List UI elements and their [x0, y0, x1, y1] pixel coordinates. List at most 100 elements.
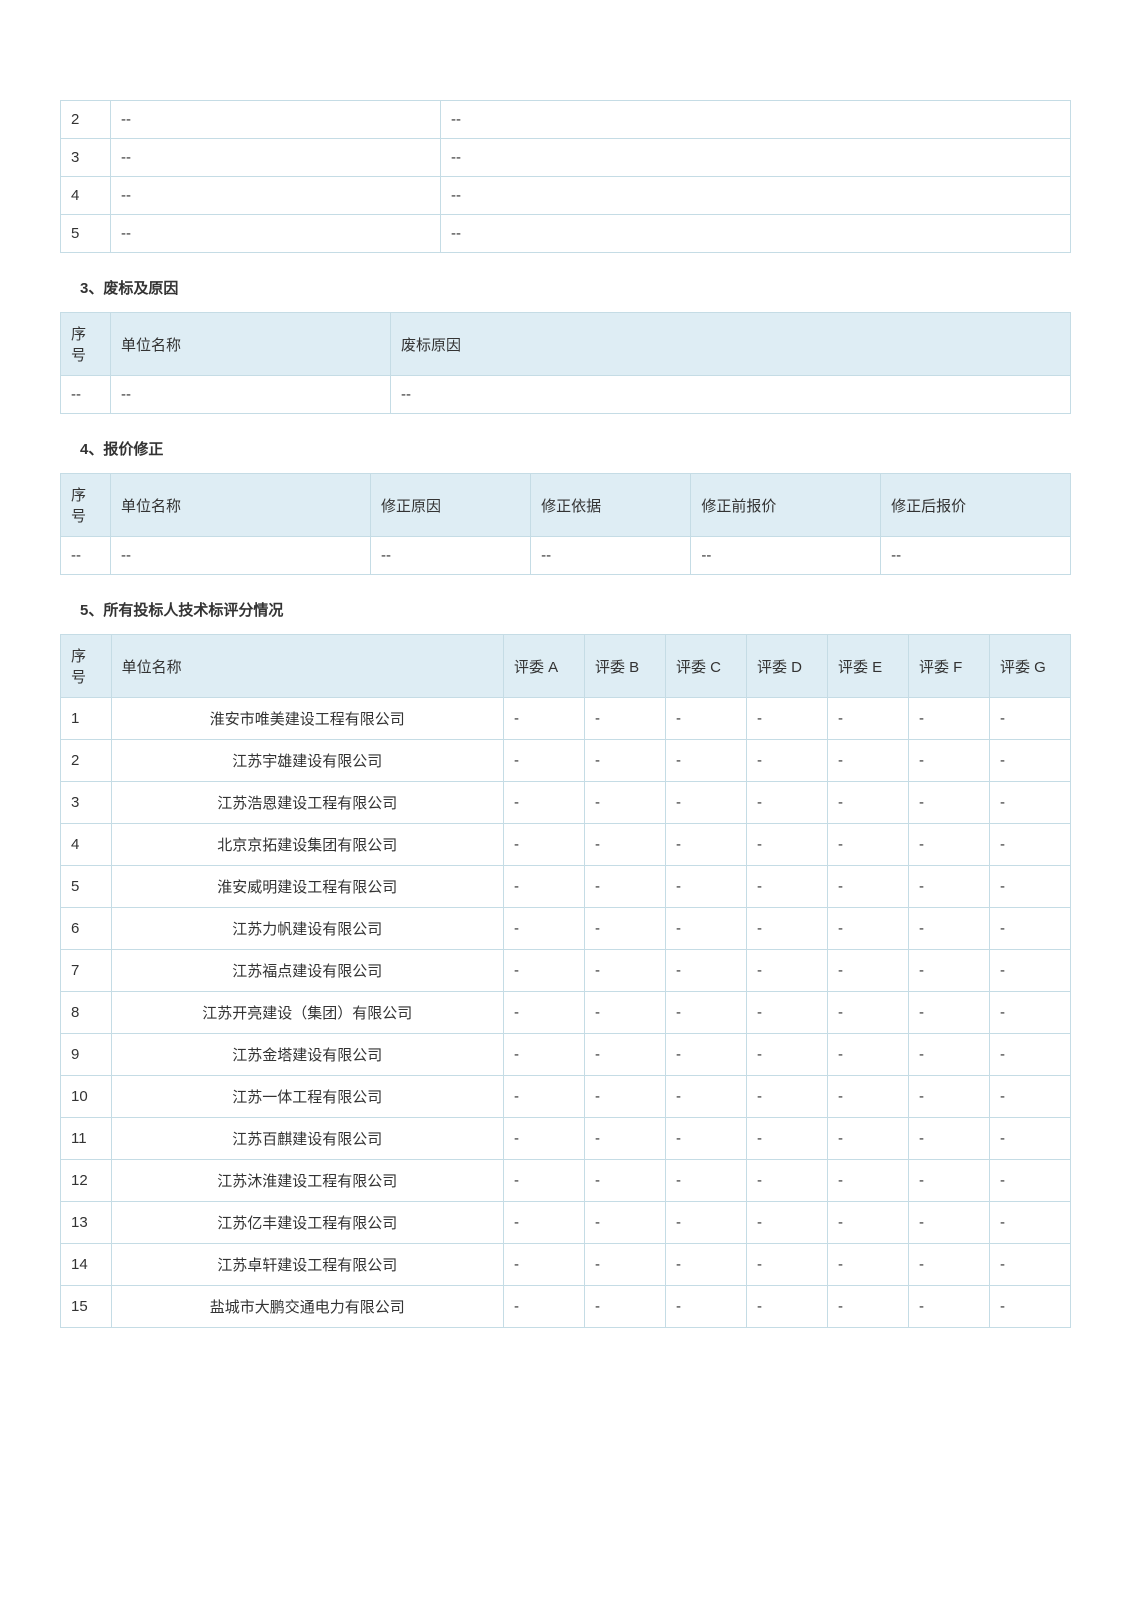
col-e-header: 评委 E [827, 635, 908, 698]
table-row: 13江苏亿丰建设工程有限公司------- [61, 1202, 1071, 1244]
cell-d: - [746, 1034, 827, 1076]
cell-seq: 10 [61, 1076, 112, 1118]
cell-seq: 12 [61, 1160, 112, 1202]
cell-e: - [827, 698, 908, 740]
cell-f: - [908, 824, 989, 866]
cell-a: - [503, 1160, 584, 1202]
cell-b: - [584, 740, 665, 782]
cell-a: - [503, 1244, 584, 1286]
cell-f: - [908, 1160, 989, 1202]
cell-basis: -- [531, 537, 691, 575]
cell-g: - [989, 866, 1070, 908]
table-row: 14江苏卓轩建设工程有限公司------- [61, 1244, 1071, 1286]
table-row: 9江苏金塔建设有限公司------- [61, 1034, 1071, 1076]
table-row: 1淮安市唯美建设工程有限公司------- [61, 698, 1071, 740]
cell-b: - [584, 1244, 665, 1286]
cell-e: - [827, 1034, 908, 1076]
cell-unit: 江苏金塔建设有限公司 [111, 1034, 503, 1076]
cell-f: - [908, 1118, 989, 1160]
cell-seq: 5 [61, 215, 111, 253]
section-4-table: 序号 单位名称 修正原因 修正依据 修正前报价 修正后报价 ----------… [60, 473, 1071, 575]
cell-after: -- [881, 537, 1071, 575]
cell-seq: 2 [61, 740, 112, 782]
cell-d: - [746, 1244, 827, 1286]
cell-e: - [827, 908, 908, 950]
cell-f: - [908, 1202, 989, 1244]
cell-f: - [908, 740, 989, 782]
cell-a: - [503, 1034, 584, 1076]
col-seq-header: 序号 [61, 474, 111, 537]
cell-d: - [746, 908, 827, 950]
cell-c: - [665, 1202, 746, 1244]
cell-a: - [503, 1286, 584, 1328]
cell-unit: 江苏卓轩建设工程有限公司 [111, 1244, 503, 1286]
cell-g: - [989, 782, 1070, 824]
cell-c: - [665, 908, 746, 950]
section-5-title: 5、所有投标人技术标评分情况 [80, 599, 1071, 620]
cell-f: - [908, 1286, 989, 1328]
cell-c: - [665, 1076, 746, 1118]
cell-unit: -- [111, 376, 391, 414]
cell-unit: 江苏福点建设有限公司 [111, 950, 503, 992]
cell-b: - [584, 824, 665, 866]
cell-d: - [746, 782, 827, 824]
cell-c: - [665, 1118, 746, 1160]
cell-f: - [908, 1034, 989, 1076]
table-row: 3---- [61, 139, 1071, 177]
cell-c: - [665, 824, 746, 866]
cell-b: - [584, 1118, 665, 1160]
cell-g: - [989, 1076, 1070, 1118]
table-row: 5淮安威明建设工程有限公司------- [61, 866, 1071, 908]
cell-g: - [989, 992, 1070, 1034]
col-seq-header: 序号 [61, 313, 111, 376]
table-row: 11江苏百麒建设有限公司------- [61, 1118, 1071, 1160]
col-after-header: 修正后报价 [881, 474, 1071, 537]
cell-reason: -- [391, 376, 1071, 414]
cell-c: - [665, 740, 746, 782]
cell-g: - [989, 740, 1070, 782]
table-row: 2---- [61, 101, 1071, 139]
cell-unit: 江苏宇雄建设有限公司 [111, 740, 503, 782]
cell-c2: -- [111, 139, 441, 177]
cell-a: - [503, 698, 584, 740]
cell-a: - [503, 740, 584, 782]
cell-e: - [827, 866, 908, 908]
cell-b: - [584, 992, 665, 1034]
cell-d: - [746, 866, 827, 908]
table-row: 8江苏开亮建设（集团）有限公司------- [61, 992, 1071, 1034]
cell-seq: 4 [61, 177, 111, 215]
section-3-title: 3、废标及原因 [80, 277, 1071, 298]
table-row: 5---- [61, 215, 1071, 253]
cell-unit: 盐城市大鹏交通电力有限公司 [111, 1286, 503, 1328]
cell-seq: 8 [61, 992, 112, 1034]
cell-c: - [665, 1160, 746, 1202]
cell-seq: 11 [61, 1118, 112, 1160]
col-b-header: 评委 B [584, 635, 665, 698]
cell-b: - [584, 1034, 665, 1076]
cell-seq: 5 [61, 866, 112, 908]
cell-unit: 江苏百麒建设有限公司 [111, 1118, 503, 1160]
cell-b: - [584, 866, 665, 908]
cell-g: - [989, 1202, 1070, 1244]
cell-e: - [827, 824, 908, 866]
cell-b: - [584, 1286, 665, 1328]
cell-e: - [827, 1202, 908, 1244]
cell-c: - [665, 1286, 746, 1328]
cell-e: - [827, 1076, 908, 1118]
col-unit-header: 单位名称 [111, 313, 391, 376]
cell-seq: 3 [61, 139, 111, 177]
cell-unit: 江苏亿丰建设工程有限公司 [111, 1202, 503, 1244]
cell-g: - [989, 1118, 1070, 1160]
table-row: 12江苏沐淮建设工程有限公司------- [61, 1160, 1071, 1202]
table-row: ------------ [61, 537, 1071, 575]
cell-c3: -- [441, 215, 1071, 253]
cell-g: - [989, 698, 1070, 740]
cell-seq: -- [61, 376, 111, 414]
cell-c2: -- [111, 101, 441, 139]
cell-e: - [827, 1244, 908, 1286]
cell-a: - [503, 1202, 584, 1244]
cell-unit: 江苏一体工程有限公司 [111, 1076, 503, 1118]
col-c-header: 评委 C [665, 635, 746, 698]
cell-seq: 13 [61, 1202, 112, 1244]
cell-seq: 2 [61, 101, 111, 139]
